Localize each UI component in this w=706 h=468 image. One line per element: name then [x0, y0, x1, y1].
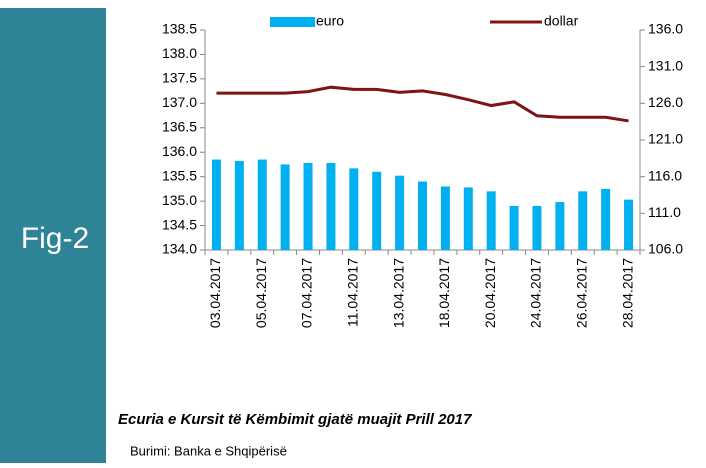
side-panel [0, 8, 106, 463]
chart-title: Ecuria e Kursit të Këmbimit gjatë muajit… [118, 411, 472, 428]
x-tick-label: 26.04.2017 [573, 258, 589, 328]
x-tick-label: 05.04.2017 [253, 258, 269, 328]
y-tick-label: 137.0 [162, 94, 197, 110]
y-tick-label: 134.0 [162, 241, 197, 257]
y2-tick-label: 111.0 [648, 204, 681, 220]
x-tick-label: 07.04.2017 [299, 258, 315, 328]
bar [280, 164, 290, 250]
x-tick-label: 13.04.2017 [390, 258, 406, 328]
y2-tick-label: 106.0 [648, 241, 683, 257]
y-tick-label: 138.0 [162, 45, 197, 61]
legend-swatch [270, 17, 315, 27]
y-tick-label: 135.5 [162, 167, 197, 183]
bar [532, 206, 542, 250]
source: Burimi: Banka e Shqipërisë [130, 443, 287, 458]
bar [463, 187, 473, 250]
bar [418, 181, 427, 250]
bar [624, 199, 634, 250]
bar [395, 175, 405, 250]
y-tick-label: 136.5 [162, 118, 197, 134]
bar [440, 186, 450, 250]
bar [349, 168, 359, 250]
x-tick-label: 11.04.2017 [345, 258, 361, 327]
y-tick-label: 138.5 [162, 21, 197, 37]
bar [578, 191, 588, 250]
bar [326, 162, 336, 250]
bar [486, 191, 496, 250]
y2-tick-label: 136.0 [648, 21, 683, 37]
x-tick-label: 03.04.2017 [207, 258, 223, 328]
bar [601, 188, 611, 250]
y2-tick-label: 121.0 [648, 131, 683, 147]
legend-label: dollar [544, 13, 579, 29]
y2-tick-label: 131.0 [648, 57, 683, 73]
y-tick-label: 135.0 [162, 192, 197, 208]
y-tick-label: 137.5 [162, 70, 197, 86]
legend-label: euro [316, 13, 344, 29]
bar [372, 171, 382, 250]
bar [303, 162, 313, 250]
bar [211, 159, 221, 250]
y-tick-label: 136.0 [162, 143, 197, 159]
bar [234, 161, 244, 250]
bar [555, 202, 565, 250]
x-tick-label: 18.04.2017 [436, 258, 452, 328]
x-tick-label: 24.04.2017 [528, 258, 544, 328]
bar [257, 159, 267, 250]
line [216, 85, 629, 123]
figure-label: Fig-2 [21, 222, 89, 255]
y2-tick-label: 126.0 [648, 94, 683, 110]
bar [509, 206, 519, 250]
x-tick-label: 28.04.2017 [619, 258, 635, 328]
y-tick-label: 134.5 [162, 216, 197, 232]
y2-tick-label: 116.0 [648, 167, 682, 183]
x-tick-label: 20.04.2017 [482, 258, 498, 328]
